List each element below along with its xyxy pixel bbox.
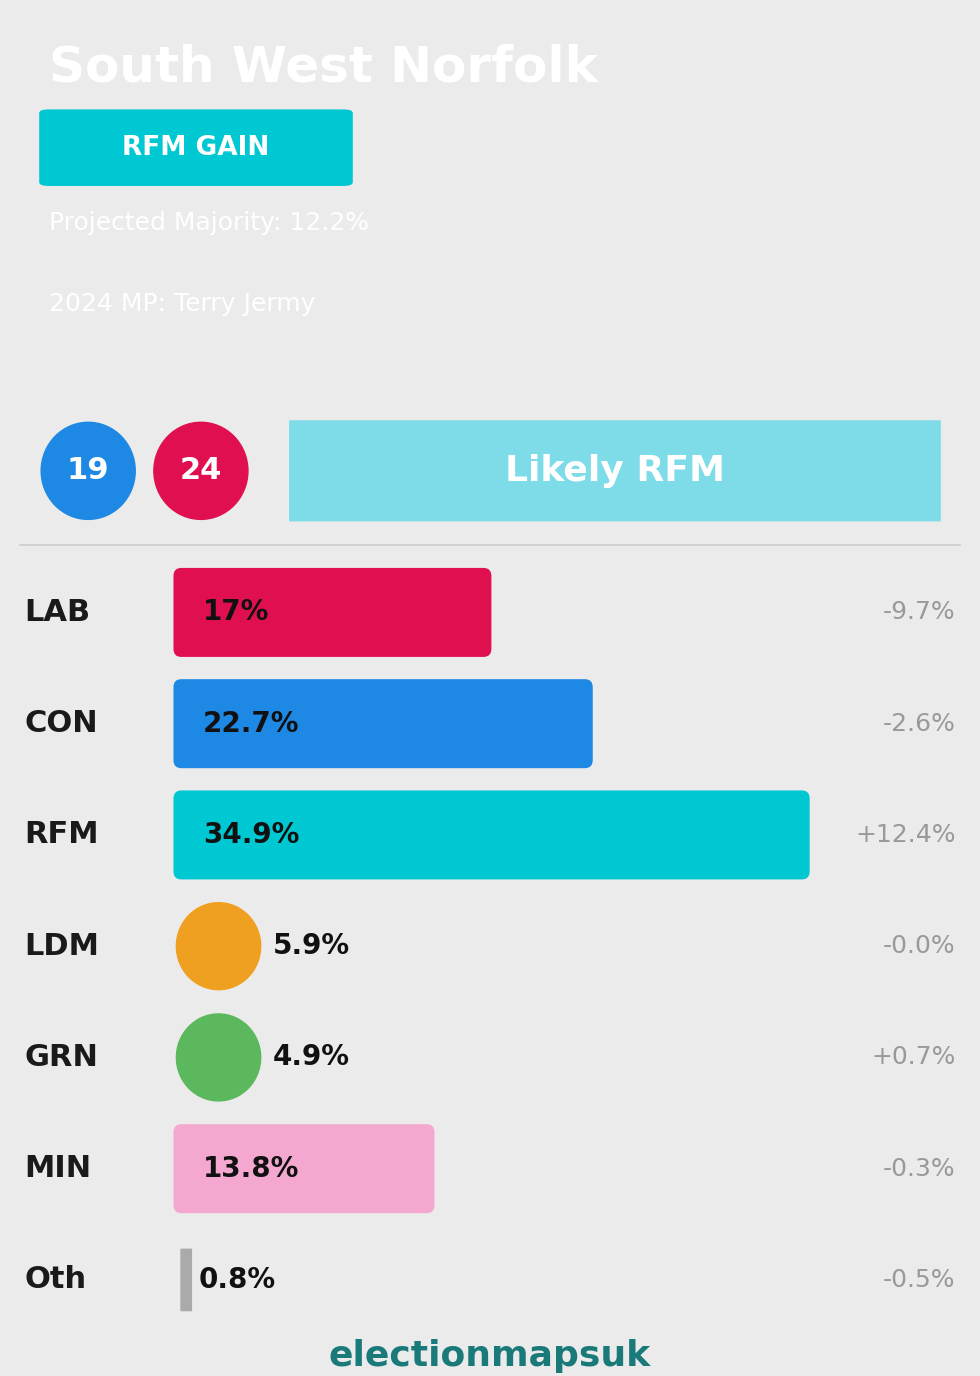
Text: -0.5%: -0.5%: [883, 1267, 956, 1292]
Text: -0.0%: -0.0%: [883, 934, 956, 958]
Text: electionmapsuk: electionmapsuk: [329, 1339, 651, 1373]
Text: Likely RFM: Likely RFM: [505, 454, 725, 488]
Text: 5.9%: 5.9%: [272, 932, 350, 960]
Text: Projected Majority: 12.2%: Projected Majority: 12.2%: [49, 212, 369, 235]
Text: LAB: LAB: [24, 599, 90, 627]
Text: South West Norfolk: South West Norfolk: [49, 44, 598, 92]
FancyBboxPatch shape: [173, 680, 593, 768]
Text: 24: 24: [179, 457, 222, 486]
FancyBboxPatch shape: [173, 1124, 434, 1214]
Text: 13.8%: 13.8%: [203, 1154, 299, 1182]
Text: -9.7%: -9.7%: [883, 600, 956, 625]
Text: GRN: GRN: [24, 1043, 98, 1072]
Circle shape: [154, 422, 248, 519]
Text: Oth: Oth: [24, 1266, 86, 1295]
Circle shape: [176, 903, 261, 989]
FancyBboxPatch shape: [39, 110, 353, 186]
Text: -0.3%: -0.3%: [883, 1157, 956, 1181]
Text: +0.7%: +0.7%: [871, 1046, 956, 1069]
Circle shape: [176, 1014, 261, 1101]
Text: CON: CON: [24, 709, 98, 738]
Text: LDM: LDM: [24, 932, 100, 960]
FancyBboxPatch shape: [173, 568, 491, 656]
Text: -2.6%: -2.6%: [883, 711, 956, 736]
Text: 4.9%: 4.9%: [272, 1043, 350, 1072]
FancyBboxPatch shape: [289, 420, 941, 522]
FancyBboxPatch shape: [180, 1248, 192, 1311]
FancyBboxPatch shape: [173, 790, 809, 879]
Text: MIN: MIN: [24, 1154, 91, 1183]
Text: 17%: 17%: [203, 599, 270, 626]
Text: 22.7%: 22.7%: [203, 710, 299, 738]
Circle shape: [41, 422, 135, 519]
Text: 34.9%: 34.9%: [203, 821, 299, 849]
Text: 0.8%: 0.8%: [199, 1266, 276, 1293]
Text: 2024 MP: Terry Jermy: 2024 MP: Terry Jermy: [49, 292, 316, 315]
Text: RFM GAIN: RFM GAIN: [122, 135, 270, 161]
Text: 19: 19: [67, 457, 110, 486]
Text: RFM: RFM: [24, 820, 99, 849]
Text: +12.4%: +12.4%: [855, 823, 955, 846]
